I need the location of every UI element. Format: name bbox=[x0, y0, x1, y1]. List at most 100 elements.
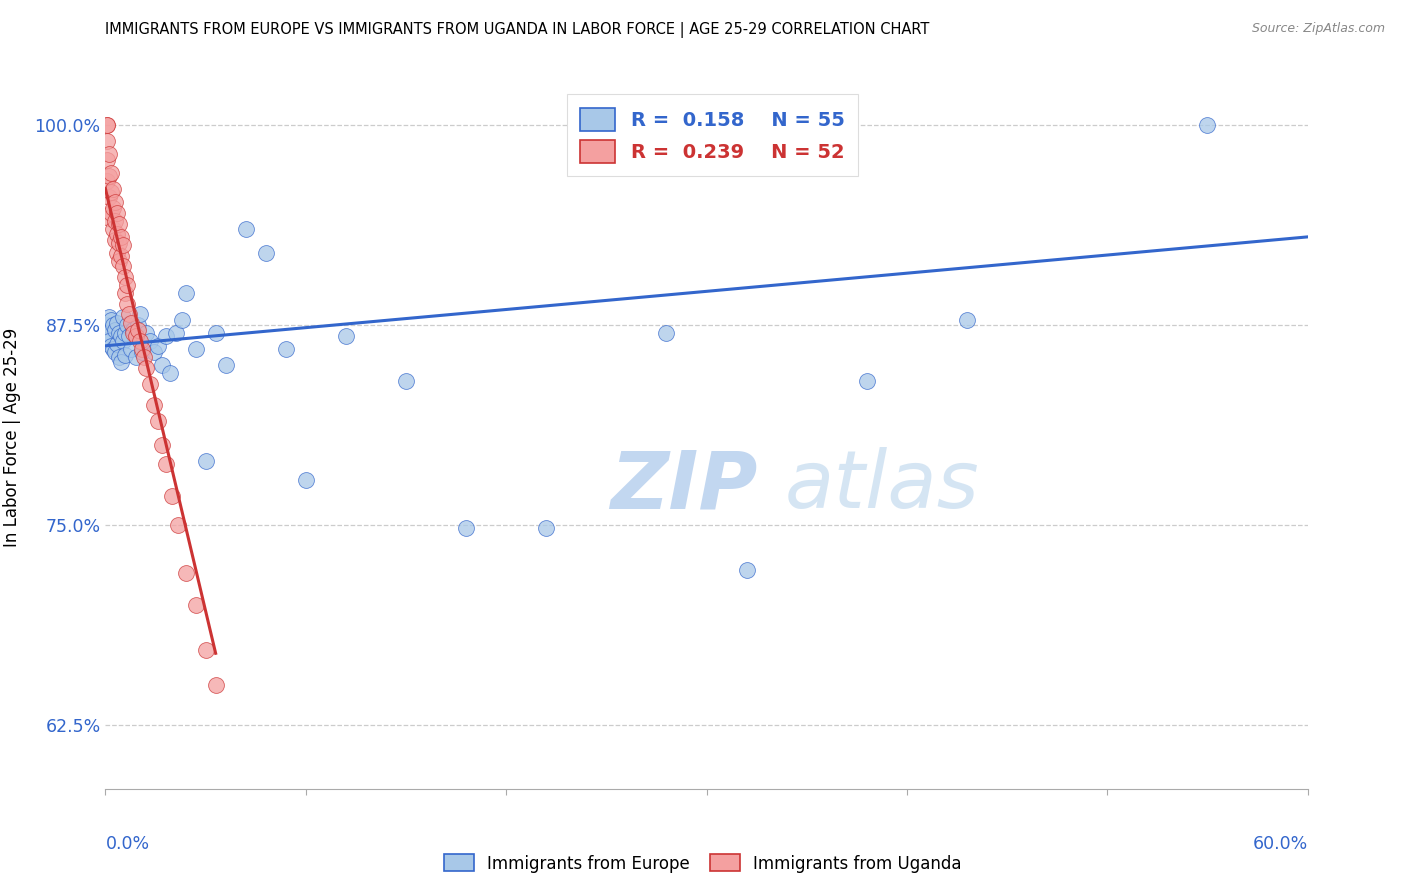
Point bbox=[104, 345, 127, 359]
Point bbox=[150, 358, 173, 372]
Point bbox=[124, 329, 146, 343]
Point bbox=[295, 473, 318, 487]
Point bbox=[104, 214, 127, 228]
Point bbox=[98, 169, 121, 183]
Point bbox=[131, 345, 153, 359]
Point bbox=[174, 566, 197, 581]
Y-axis label: In Labor Force | Age 25-29: In Labor Force | Age 25-29 bbox=[3, 327, 21, 547]
Point bbox=[142, 345, 165, 359]
Point bbox=[127, 318, 149, 332]
Point bbox=[131, 342, 153, 356]
Point bbox=[103, 201, 125, 215]
Point bbox=[214, 358, 236, 372]
Point bbox=[117, 277, 139, 292]
Point bbox=[104, 194, 127, 209]
Point bbox=[108, 236, 131, 251]
Point bbox=[100, 206, 122, 220]
Point bbox=[128, 334, 150, 348]
Point bbox=[114, 348, 136, 362]
Point bbox=[104, 323, 127, 337]
Point bbox=[96, 118, 118, 132]
Point bbox=[98, 310, 121, 324]
Point bbox=[1197, 118, 1219, 132]
Point bbox=[112, 334, 135, 348]
Point bbox=[98, 334, 121, 348]
Point bbox=[128, 307, 150, 321]
Point bbox=[132, 350, 155, 364]
Point bbox=[165, 326, 187, 340]
Text: 0.0%: 0.0% bbox=[105, 835, 149, 854]
Point bbox=[122, 326, 145, 340]
Point bbox=[235, 222, 257, 236]
Point bbox=[112, 238, 135, 252]
Point bbox=[100, 166, 122, 180]
Point bbox=[146, 414, 169, 428]
Point bbox=[98, 146, 121, 161]
Point bbox=[122, 323, 145, 337]
Point bbox=[110, 329, 132, 343]
Point bbox=[107, 206, 129, 220]
Point bbox=[174, 285, 197, 300]
Point bbox=[118, 307, 141, 321]
Point bbox=[108, 350, 131, 364]
Point bbox=[96, 134, 118, 148]
Point bbox=[534, 521, 557, 535]
Point bbox=[117, 297, 139, 311]
Point bbox=[114, 269, 136, 284]
Point bbox=[655, 326, 678, 340]
Point bbox=[108, 326, 131, 340]
Point bbox=[160, 489, 183, 503]
Point bbox=[100, 313, 122, 327]
Point bbox=[98, 211, 121, 225]
Legend: Immigrants from Europe, Immigrants from Uganda: Immigrants from Europe, Immigrants from … bbox=[437, 847, 969, 880]
Point bbox=[194, 643, 217, 657]
Point bbox=[107, 246, 129, 260]
Point bbox=[110, 355, 132, 369]
Point bbox=[855, 374, 877, 388]
Point bbox=[100, 185, 122, 199]
Point bbox=[142, 398, 165, 412]
Point bbox=[166, 518, 188, 533]
Point bbox=[110, 230, 132, 244]
Point bbox=[107, 227, 129, 241]
Point bbox=[135, 361, 157, 376]
Point bbox=[103, 222, 125, 236]
Point bbox=[146, 339, 169, 353]
Point bbox=[96, 153, 118, 167]
Point bbox=[135, 326, 157, 340]
Point bbox=[96, 118, 118, 132]
Point bbox=[204, 678, 226, 692]
Point bbox=[117, 318, 139, 332]
Point bbox=[155, 329, 177, 343]
Text: ZIP: ZIP bbox=[610, 448, 758, 525]
Point bbox=[735, 563, 758, 577]
Text: Source: ZipAtlas.com: Source: ZipAtlas.com bbox=[1251, 22, 1385, 36]
Text: IMMIGRANTS FROM EUROPE VS IMMIGRANTS FROM UGANDA IN LABOR FORCE | AGE 25-29 CORR: IMMIGRANTS FROM EUROPE VS IMMIGRANTS FRO… bbox=[105, 22, 929, 38]
Point bbox=[110, 249, 132, 263]
Point bbox=[108, 253, 131, 268]
Point bbox=[138, 334, 160, 348]
Point bbox=[121, 342, 143, 356]
Point bbox=[98, 190, 121, 204]
Point bbox=[114, 285, 136, 300]
Point bbox=[170, 313, 193, 327]
Point bbox=[150, 438, 173, 452]
Point bbox=[204, 326, 226, 340]
Point bbox=[184, 599, 207, 613]
Point bbox=[124, 350, 146, 364]
Point bbox=[100, 339, 122, 353]
Point bbox=[184, 342, 207, 356]
Text: 60.0%: 60.0% bbox=[1253, 835, 1308, 854]
Legend: R =  0.158    N = 55, R =  0.239    N = 52: R = 0.158 N = 55, R = 0.239 N = 52 bbox=[567, 95, 858, 177]
Point bbox=[395, 374, 418, 388]
Text: atlas: atlas bbox=[785, 448, 980, 525]
Point bbox=[127, 323, 149, 337]
Point bbox=[96, 326, 118, 340]
Point bbox=[956, 313, 979, 327]
Point bbox=[108, 217, 131, 231]
Point bbox=[454, 521, 477, 535]
Point bbox=[112, 310, 135, 324]
Point bbox=[107, 337, 129, 351]
Point bbox=[103, 182, 125, 196]
Point bbox=[155, 458, 177, 472]
